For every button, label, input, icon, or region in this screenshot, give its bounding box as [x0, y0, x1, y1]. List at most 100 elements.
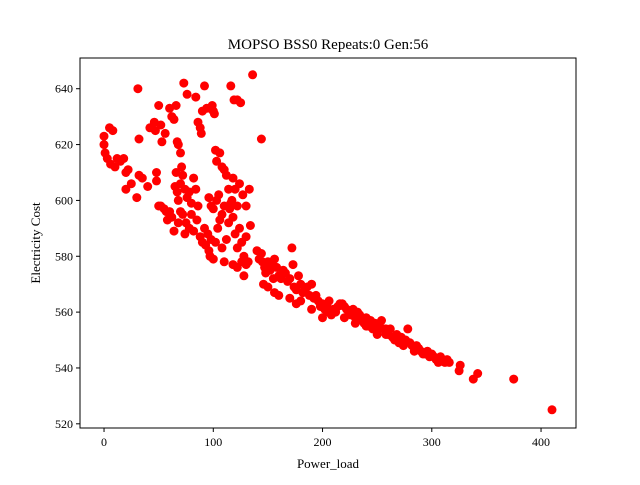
- data-point: [191, 92, 201, 102]
- data-point: [318, 313, 327, 323]
- data-point: [99, 140, 109, 150]
- data-point: [213, 223, 223, 233]
- data-point: [227, 195, 237, 205]
- data-point: [191, 184, 201, 194]
- data-point: [381, 330, 391, 339]
- data-point: [134, 134, 144, 144]
- data-point: [156, 120, 166, 130]
- chart-title: MOPSO BSS0 Repeats:0 Gen:56: [228, 37, 429, 53]
- data-point: [152, 168, 161, 177]
- data-point: [169, 114, 179, 124]
- data-point: [288, 260, 298, 270]
- data-point: [232, 201, 242, 211]
- data-point: [157, 137, 167, 147]
- data-point: [377, 316, 386, 325]
- data-point: [110, 162, 120, 172]
- data-point: [186, 209, 196, 219]
- data-point: [339, 313, 349, 323]
- data-point: [171, 101, 181, 110]
- data-point: [177, 162, 187, 172]
- data-point: [176, 148, 185, 158]
- data-point: [217, 243, 227, 253]
- data-point: [287, 243, 297, 253]
- data-point: [329, 307, 338, 317]
- data-point: [244, 184, 254, 194]
- data-point: [119, 154, 129, 163]
- data-point: [214, 190, 224, 200]
- data-point: [204, 193, 214, 203]
- data-point: [173, 218, 183, 228]
- data-point: [172, 187, 182, 197]
- data-point: [137, 173, 147, 183]
- data-point: [211, 237, 220, 247]
- data-point: [547, 405, 557, 415]
- data-point: [121, 184, 131, 194]
- data-point: [217, 209, 227, 219]
- data-point: [455, 360, 465, 370]
- points-layer: [99, 70, 557, 415]
- data-point: [152, 176, 161, 186]
- data-point: [241, 232, 251, 242]
- data-point: [215, 148, 225, 158]
- data-point: [236, 98, 246, 108]
- data-point: [179, 78, 189, 88]
- data-point: [239, 271, 249, 281]
- data-point: [228, 173, 238, 183]
- x-axis-label: Power_load: [297, 456, 360, 471]
- data-point: [196, 128, 206, 138]
- data-point: [263, 282, 273, 292]
- y-axis-label: Electricity Cost: [28, 202, 43, 284]
- data-point: [294, 271, 303, 281]
- data-point: [189, 226, 199, 236]
- data-point: [403, 324, 413, 334]
- data-point: [189, 173, 199, 183]
- data-point: [219, 201, 229, 211]
- data-point: [307, 279, 317, 289]
- data-point: [208, 204, 218, 214]
- data-point: [192, 215, 202, 225]
- data-point: [173, 195, 183, 205]
- data-point: [226, 81, 236, 91]
- data-point: [200, 81, 209, 91]
- data-point: [444, 357, 454, 367]
- data-point: [274, 290, 284, 300]
- data-point: [182, 89, 192, 99]
- y-tick-label: 600: [55, 193, 73, 207]
- data-point: [143, 182, 153, 191]
- data-point: [241, 201, 251, 211]
- data-point: [324, 296, 334, 306]
- data-point: [235, 179, 244, 189]
- data-point: [167, 212, 177, 222]
- data-point: [235, 223, 244, 233]
- y-tick-label: 640: [55, 82, 73, 96]
- data-point: [123, 165, 133, 175]
- data-point: [361, 321, 371, 331]
- data-point: [221, 235, 231, 244]
- y-tick-label: 560: [55, 305, 73, 319]
- data-point: [224, 184, 234, 194]
- data-point: [150, 126, 160, 136]
- data-point: [154, 101, 164, 110]
- data-point: [372, 330, 382, 339]
- x-tick-label: 200: [314, 435, 332, 449]
- data-point: [108, 126, 118, 136]
- x-tick-label: 100: [204, 435, 222, 449]
- plot-frame: [79, 57, 577, 429]
- data-point: [256, 134, 266, 144]
- data-point: [178, 170, 188, 180]
- data-point: [285, 274, 295, 284]
- data-point: [350, 318, 360, 328]
- data-point: [296, 296, 306, 306]
- data-point: [178, 209, 188, 219]
- data-point: [132, 193, 142, 203]
- data-point: [238, 190, 248, 200]
- data-point: [307, 304, 317, 314]
- data-point: [160, 128, 170, 138]
- y-tick-label: 540: [55, 361, 73, 375]
- data-point: [208, 254, 218, 264]
- y-tick-label: 520: [55, 417, 73, 431]
- y-tick-label: 620: [55, 138, 73, 152]
- data-point: [133, 84, 143, 94]
- data-point: [270, 254, 279, 264]
